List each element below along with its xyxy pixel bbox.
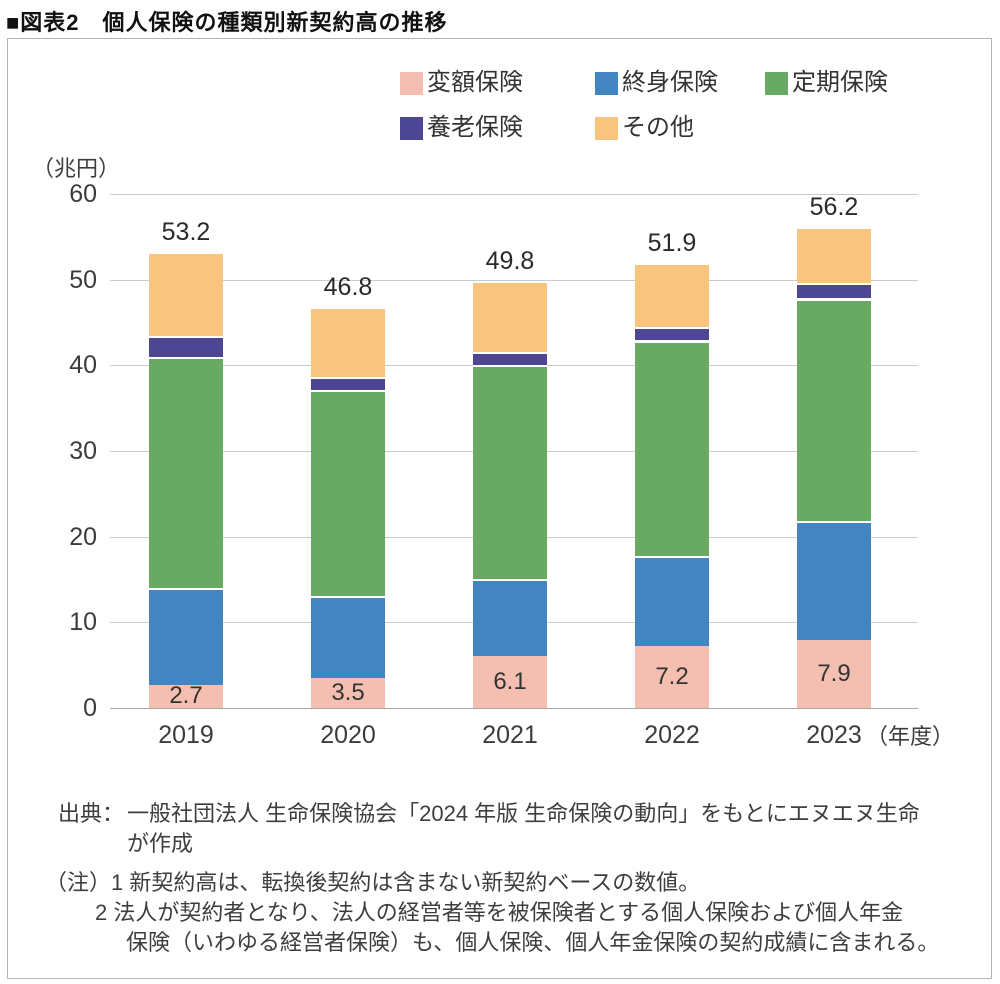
legend-swatch-養老保険 (400, 116, 423, 140)
bar-segment-終身保険 (473, 578, 547, 656)
y-axis-unit-label: （兆円） (32, 156, 121, 181)
bar-value-label: 7.9 (817, 660, 851, 688)
bar-value-label: 3.5 (331, 679, 365, 706)
bar-segment-養老保険 (311, 377, 385, 391)
legend-swatch-終身保険 (595, 71, 618, 95)
bar-segment-養老保険 (149, 336, 223, 357)
bar-segment-その他 (473, 281, 547, 352)
y-tick-label: 10 (69, 608, 97, 636)
bar-segment-定期保険 (311, 390, 385, 596)
bar-segment-その他 (635, 263, 709, 327)
legend-item-終身保険: 終身保険 (595, 70, 718, 96)
bar-segment-変額保険 (311, 678, 385, 708)
bar-value-label: 7.2 (655, 663, 689, 691)
gridline-50 (110, 280, 918, 281)
bar-segment-定期保険 (797, 298, 871, 522)
y-tick-label: 60 (69, 180, 97, 208)
note-line3: 保険（いわゆる経営者保険）も、個人保険、個人年金保険の契約成績に含まれる。 (126, 930, 940, 955)
legend-label: その他 (622, 114, 694, 141)
x-axis-suffix: （年度） (866, 724, 955, 749)
bar-segment-養老保険 (473, 351, 547, 366)
legend-label: 養老保険 (427, 114, 523, 141)
y-tick-label: 20 (69, 523, 97, 551)
bar-segment-その他 (797, 226, 871, 283)
bar-total-label: 49.8 (485, 247, 535, 275)
bar-segment-その他 (149, 252, 223, 337)
bar-segment-養老保険 (635, 326, 709, 341)
bar-total-label: 46.8 (323, 273, 373, 301)
legend-label: 変額保険 (427, 69, 523, 96)
bar-segment-終身保険 (797, 521, 871, 641)
figure-title: ■図表2 個人保険の種類別新契約高の推移 (6, 10, 448, 35)
gridline-60 (110, 194, 918, 195)
x-axis-label-2019: 2019 (158, 721, 214, 749)
bar-segment-変額保険 (635, 646, 709, 708)
bar-segment-定期保険 (149, 356, 223, 589)
bar-value-label: 2.7 (169, 682, 203, 710)
x-axis-label-2020: 2020 (320, 721, 376, 749)
y-tick-label: 40 (69, 351, 97, 379)
legend-swatch-定期保険 (765, 71, 788, 95)
note-line2: 2 法人が契約者となり、法人の経営者等を被保険者とする個人保険および個人年金 (95, 900, 904, 925)
legend-label: 定期保険 (792, 69, 888, 96)
bar-segment-その他 (311, 307, 385, 378)
bar-segment-定期保険 (635, 340, 709, 556)
bar-total-label: 51.9 (647, 229, 697, 257)
legend-swatch-変額保険 (400, 71, 423, 95)
legend-swatch-その他 (595, 116, 618, 140)
y-tick-label: 50 (69, 266, 97, 294)
gridline-0 (110, 708, 918, 709)
bar-segment-変額保険 (797, 640, 871, 708)
source-text-line1: 一般社団法人 生命保険協会「2024 年版 生命保険の動向」をもとにエヌエヌ生命 (127, 801, 920, 826)
bar-segment-終身保険 (149, 588, 223, 685)
bar-total-label: 53.2 (161, 218, 211, 246)
note-line1: （注）1 新契約高は、転換後契約は含まない新契約ベースの数値。 (45, 870, 701, 895)
legend-item-定期保険: 定期保険 (765, 70, 888, 96)
x-axis-label-2023: 2023 (806, 721, 862, 749)
bar-segment-終身保険 (635, 555, 709, 647)
bar-segment-終身保険 (311, 595, 385, 678)
x-axis-label-2021: 2021 (482, 721, 538, 749)
x-axis-label-2022: 2022 (644, 721, 700, 749)
bar-segment-変額保険 (473, 655, 547, 708)
bar-segment-変額保険 (149, 684, 223, 708)
source-text-line2: が作成 (127, 831, 194, 856)
y-tick-label: 0 (83, 694, 97, 722)
source-label: 出典： (58, 801, 125, 826)
y-tick-label: 30 (69, 437, 97, 465)
legend-label: 終身保険 (622, 69, 718, 96)
bar-segment-養老保険 (797, 283, 871, 299)
bar-value-label: 6.1 (493, 667, 527, 695)
legend-item-変額保険: 変額保険 (400, 70, 523, 96)
legend-item-その他: その他 (595, 115, 694, 141)
bar-total-label: 56.2 (809, 193, 859, 221)
bar-segment-定期保険 (473, 365, 547, 579)
legend-item-養老保険: 養老保険 (400, 115, 523, 141)
